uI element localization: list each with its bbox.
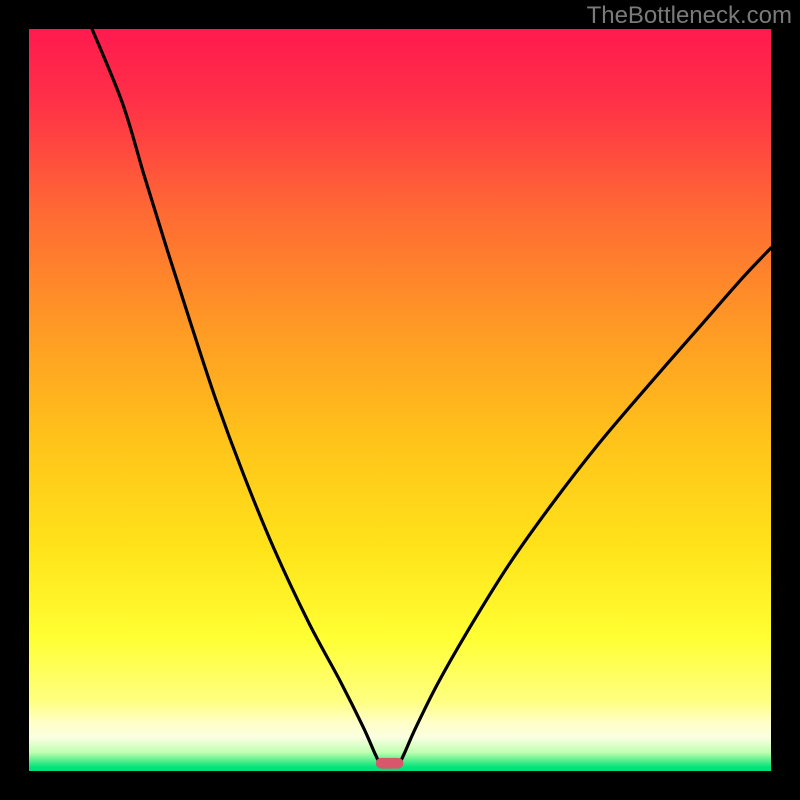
watermark-text: TheBottleneck.com <box>587 2 792 30</box>
apex-marker <box>376 758 403 769</box>
plot-background <box>29 29 771 771</box>
chart-container: { "watermark": { "text": "TheBottleneck.… <box>0 0 800 800</box>
bottleneck-chart <box>0 0 800 800</box>
